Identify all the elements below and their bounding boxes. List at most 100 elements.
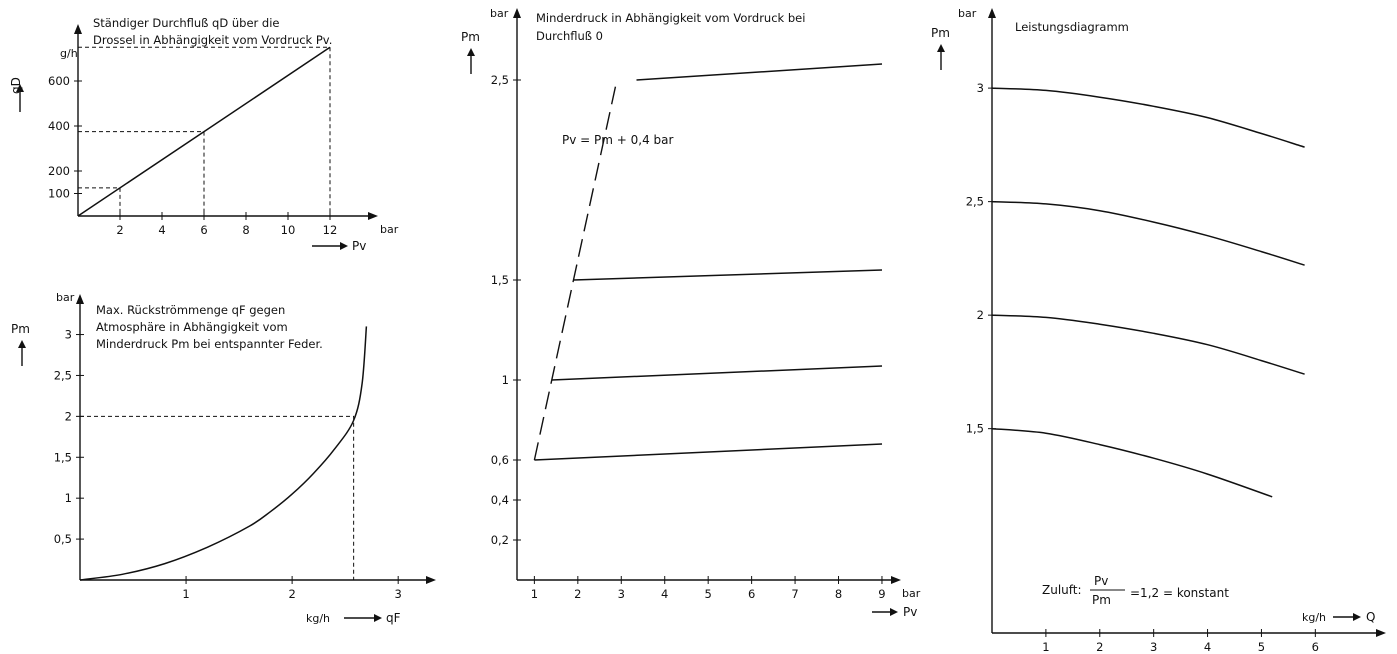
chart2-x-axis-arrowhead [426, 576, 436, 584]
x-tick-label: 3 [618, 587, 625, 601]
chart4-x-symbol-arrowhead [1353, 613, 1361, 621]
x-tick-label: 5 [705, 587, 712, 601]
chart3-title-line1: Minderdruck in Abhängigkeit vom Vordruck… [536, 11, 805, 25]
chart1-x-symbol-arrowhead [340, 242, 348, 250]
chart2-y-axis-arrowhead [76, 294, 84, 304]
x-tick-label: 4 [661, 587, 668, 601]
x-tick-label: 8 [242, 223, 249, 237]
series-line-4 [991, 427, 1273, 498]
chart1-ticks: 2 4 6 8 10 12 100 200 400 600 [48, 74, 337, 237]
chart1-marks [77, 46, 331, 217]
chart4-y-unit: bar [958, 7, 977, 20]
x-tick-label: 10 [281, 223, 296, 237]
x-tick-label: 7 [791, 587, 798, 601]
chart-minderdruck: Minderdruck in Abhängigkeit vom Vordruck… [461, 7, 921, 619]
x-tick-label: 2 [574, 587, 581, 601]
y-tick-label: 400 [48, 119, 70, 133]
chart4-y-axis-arrowhead [988, 8, 996, 18]
chart4-x-symbol: Q [1366, 610, 1375, 624]
chart4-ticks: 1 2 3 4 5 6 1,5 2 2,5 3 [966, 81, 1319, 654]
x-tick-label: 4 [158, 223, 165, 237]
y-tick-label: 1,5 [491, 273, 509, 287]
chart1-title-line1: Ständiger Durchfluß qD über die [93, 16, 280, 30]
chart2-y-unit: bar [56, 291, 75, 304]
y-tick-label: 1 [502, 373, 509, 387]
chart2-y-symbol: Pm [11, 322, 30, 336]
chart3-x-symbol: Pv [903, 605, 917, 619]
chart3-x-symbol-arrowhead [890, 608, 898, 616]
chart3-annotation: Pv = Pm + 0,4 bar [562, 133, 674, 147]
x-tick-label: 2 [1096, 640, 1103, 654]
chart2-title-line3: Minderdruck Pm bei entspannter Feder. [96, 337, 323, 351]
chart2-y-symbol-arrowhead [18, 340, 26, 348]
chart-durchfluss: Ständiger Durchfluß qD über die Drossel … [9, 16, 399, 253]
y-tick-label: 2 [977, 308, 984, 322]
y-tick-label: 200 [48, 164, 70, 178]
y-tick-label: 0,5 [54, 532, 72, 546]
x-tick-label: 9 [878, 587, 885, 601]
y-tick-label: 0,4 [491, 493, 509, 507]
series-line-1 [534, 443, 883, 461]
series-line-3 [573, 269, 883, 281]
y-tick-label: 100 [48, 187, 70, 201]
x-tick-label: 12 [323, 223, 338, 237]
chart4-note-suffix: =1,2 = konstant [1130, 586, 1229, 600]
series-line-2 [551, 365, 883, 381]
series-line-4 [636, 63, 883, 81]
chart3-y-axis-arrowhead [513, 8, 521, 18]
boundary-dashed-line [533, 79, 618, 461]
chart4-marks [991, 87, 1305, 498]
y-tick-label: 0,2 [491, 533, 509, 547]
chart2-x-symbol-arrowhead [374, 614, 382, 622]
chart4-note-denominator: Pm [1092, 593, 1111, 607]
chart1-y-axis-arrowhead [74, 24, 82, 34]
chart2-x-symbol: qF [386, 611, 401, 625]
x-tick-label: 4 [1204, 640, 1211, 654]
chart2-x-unit: kg/h [306, 612, 330, 625]
chart2-title-line2: Atmosphäre in Abhängigkeit vom [96, 320, 288, 334]
chart4-y-symbol-arrowhead [937, 44, 945, 52]
x-tick-label: 6 [200, 223, 207, 237]
chart1-y-symbol-arrowhead [16, 84, 24, 92]
y-tick-label: 3 [65, 328, 72, 342]
chart4-note-prefix: Zuluft: [1042, 583, 1082, 597]
y-tick-label: 1,5 [966, 422, 984, 436]
x-tick-label: 6 [748, 587, 755, 601]
chart3-y-unit: bar [490, 7, 509, 20]
chart1-x-axis-arrowhead [368, 212, 378, 220]
x-tick-label: 5 [1258, 640, 1265, 654]
chart2-marks [79, 326, 368, 581]
chart4-x-unit: kg/h [1302, 611, 1326, 624]
x-tick-label: 1 [1042, 640, 1049, 654]
chart3-marks [533, 63, 883, 461]
chart4-y-symbol: Pm [931, 26, 950, 40]
x-tick-label: 2 [288, 587, 295, 601]
reference-dashed-line [80, 415, 355, 580]
chart2-title-line1: Max. Rückströmmenge qF gegen [96, 303, 285, 317]
y-tick-label: 1,5 [54, 450, 72, 464]
chart1-title-line2: Drossel in Abhängigkeit vom Vordruck Pv. [93, 33, 332, 47]
series-line-1 [79, 326, 368, 581]
x-tick-label: 6 [1312, 640, 1319, 654]
x-tick-label: 3 [395, 587, 402, 601]
y-tick-label: 1 [65, 491, 72, 505]
chart4-note-numerator: Pv [1094, 574, 1108, 588]
chart2-ticks: 1 2 3 0,5 1 1,5 2 2,5 3 [54, 328, 402, 601]
chart3-x-unit: bar [902, 587, 921, 600]
y-tick-label: 2,5 [966, 195, 984, 209]
x-tick-label: 3 [1150, 640, 1157, 654]
series-line-1 [77, 46, 331, 217]
x-tick-label: 2 [116, 223, 123, 237]
y-tick-label: 3 [977, 81, 984, 95]
chart3-title-line2: Durchfluß 0 [536, 29, 603, 43]
y-tick-label: 2 [65, 409, 72, 423]
series-line-3 [991, 314, 1305, 375]
y-tick-label: 0,6 [491, 453, 509, 467]
chart4-title: Leistungsdiagramm [1015, 20, 1129, 34]
y-tick-label: 2,5 [491, 73, 509, 87]
chart3-x-axis-arrowhead [891, 576, 901, 584]
chart3-y-symbol-arrowhead [467, 48, 475, 56]
chart3-y-symbol: Pm [461, 30, 480, 44]
chart1-y-unit: g/h [60, 47, 78, 60]
